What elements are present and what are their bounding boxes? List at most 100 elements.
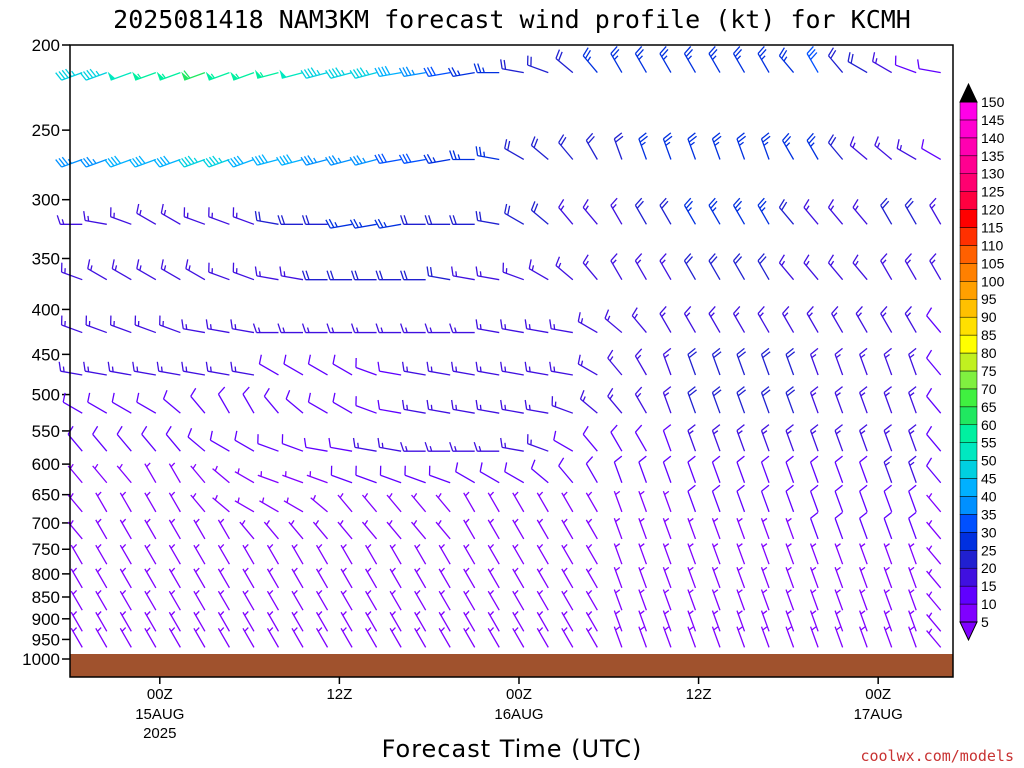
barb-feather bbox=[136, 259, 140, 269]
barb-half-feather bbox=[464, 518, 470, 524]
barb-feather bbox=[904, 197, 912, 206]
colorbar-tick-label: 85 bbox=[981, 327, 997, 343]
barb-feather bbox=[87, 259, 91, 269]
barb-feather bbox=[254, 156, 262, 165]
barb-feather bbox=[560, 136, 567, 146]
barb-staff bbox=[527, 64, 549, 74]
barb-staff bbox=[110, 158, 132, 168]
barb-half-feather bbox=[146, 518, 151, 524]
barb-feather bbox=[401, 361, 405, 372]
barb-feather bbox=[712, 484, 721, 492]
barb-feather bbox=[478, 211, 482, 222]
wind-barb bbox=[263, 520, 279, 540]
barb-staff bbox=[168, 463, 181, 484]
barb-staff bbox=[561, 492, 574, 513]
wind-barb bbox=[226, 155, 255, 168]
wind-barb bbox=[530, 136, 549, 160]
barb-half-feather bbox=[69, 463, 74, 469]
barb-staff bbox=[585, 140, 598, 160]
wind-barb bbox=[638, 517, 648, 540]
wind-barb bbox=[582, 425, 598, 452]
barb-half-feather bbox=[664, 490, 670, 496]
barb-feather bbox=[926, 307, 933, 317]
barb-staff bbox=[168, 590, 181, 611]
barb-staff bbox=[809, 589, 819, 611]
wind-barb bbox=[326, 270, 353, 281]
wind-barb bbox=[438, 589, 451, 611]
wind-barb bbox=[463, 518, 476, 540]
barb-staff bbox=[85, 158, 108, 168]
barb-staff bbox=[242, 568, 255, 589]
wind-barb bbox=[778, 199, 795, 225]
barb-staff bbox=[634, 393, 647, 414]
barb-staff bbox=[282, 443, 304, 452]
wind-barb bbox=[463, 491, 476, 513]
wind-barb bbox=[217, 589, 230, 611]
barb-staff bbox=[163, 398, 181, 414]
wind-barb bbox=[95, 589, 108, 611]
barb-half-feather bbox=[737, 517, 743, 523]
barb-feather bbox=[733, 305, 741, 314]
barb-half-feather bbox=[366, 627, 372, 632]
barb-staff bbox=[926, 570, 942, 589]
wind-barb bbox=[400, 270, 426, 281]
barb-feather bbox=[830, 49, 837, 59]
wind-barb bbox=[234, 468, 255, 484]
barb-half-feather bbox=[391, 627, 396, 632]
barb-staff bbox=[585, 611, 598, 632]
barb-feather bbox=[202, 159, 210, 168]
barb-feather bbox=[252, 323, 258, 333]
ground-layer bbox=[70, 654, 953, 677]
barb-staff bbox=[757, 204, 770, 225]
wind-barb bbox=[87, 259, 108, 281]
barb-staff bbox=[926, 315, 942, 333]
barb-staff bbox=[827, 262, 844, 281]
barb-staff bbox=[536, 628, 549, 648]
barb-half-feather bbox=[464, 627, 470, 632]
barb-staff bbox=[365, 628, 378, 648]
barb-half-feather bbox=[405, 327, 408, 333]
barb-staff bbox=[210, 439, 230, 452]
colorbar-tick-label: 145 bbox=[981, 112, 1005, 128]
wind-barb bbox=[757, 253, 770, 281]
wind-barb bbox=[512, 491, 525, 513]
barb-staff bbox=[501, 328, 524, 334]
wind-barb bbox=[283, 497, 304, 513]
barb-feather bbox=[423, 67, 430, 77]
barb-half-feather bbox=[483, 151, 486, 157]
wind-barb bbox=[193, 567, 206, 589]
barb-half-feather bbox=[612, 259, 617, 265]
barb-half-feather bbox=[514, 567, 519, 573]
wind-barb bbox=[62, 392, 83, 414]
barb-feather bbox=[663, 455, 672, 463]
barb-staff bbox=[849, 144, 868, 160]
barb-staff bbox=[306, 71, 328, 79]
barb-staff bbox=[487, 519, 500, 540]
barb-staff bbox=[687, 518, 697, 540]
barb-feather bbox=[757, 305, 765, 314]
wind-barb bbox=[449, 150, 475, 161]
wind-barb bbox=[908, 589, 917, 611]
barb-staff bbox=[561, 568, 574, 589]
barb-staff bbox=[638, 543, 648, 565]
barb-feather bbox=[279, 266, 282, 276]
barb-half-feather bbox=[170, 491, 176, 497]
barb-feather bbox=[283, 354, 287, 365]
barb-staff bbox=[582, 433, 598, 452]
barb-half-feather bbox=[185, 324, 188, 330]
colorbar-swatch bbox=[959, 298, 978, 318]
barb-half-feather bbox=[195, 627, 200, 632]
barb-feather bbox=[737, 351, 747, 359]
barb-staff bbox=[634, 355, 647, 376]
barb-half-feather bbox=[884, 589, 890, 594]
barb-feather bbox=[558, 134, 565, 143]
barb-feather bbox=[549, 319, 552, 329]
barb-staff bbox=[119, 628, 132, 648]
wind-barb bbox=[929, 197, 942, 225]
barb-half-feather bbox=[381, 442, 384, 449]
barb-feather bbox=[402, 154, 409, 164]
wind-barb bbox=[217, 543, 230, 565]
wind-barb bbox=[315, 543, 329, 565]
barb-staff bbox=[785, 610, 795, 632]
